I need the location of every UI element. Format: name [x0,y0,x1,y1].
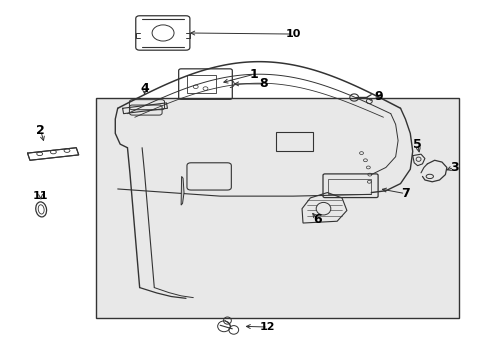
Text: 7: 7 [400,187,409,200]
Text: 11: 11 [33,191,48,201]
Text: 6: 6 [313,213,321,226]
Bar [186,75,216,93]
Bar [328,179,370,194]
Text: 2: 2 [36,124,45,137]
Polygon shape [181,176,183,205]
Text: 12: 12 [260,322,275,332]
Text: 10: 10 [285,29,300,39]
Text: 5: 5 [412,138,421,151]
Text: 8: 8 [259,77,268,90]
Text: 1: 1 [249,68,258,81]
Text: 4: 4 [140,82,149,95]
Bar [96,98,458,318]
Text: 3: 3 [449,161,458,174]
Ellipse shape [316,202,330,215]
Text: 9: 9 [373,90,382,103]
Bar [276,132,312,151]
FancyBboxPatch shape [186,163,231,190]
